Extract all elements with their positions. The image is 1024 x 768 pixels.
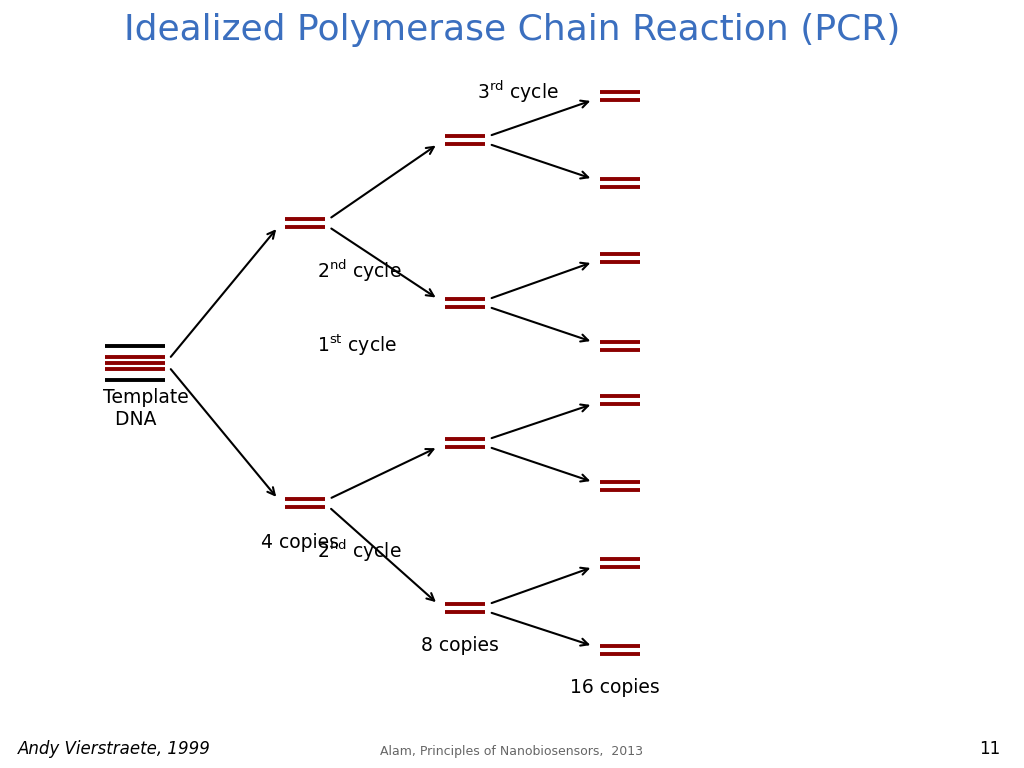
Text: $\mathsf{1^{st}}$ cycle: $\mathsf{1^{st}}$ cycle: [317, 333, 397, 358]
Text: 8 copies: 8 copies: [421, 636, 499, 655]
Text: Idealized Polymerase Chain Reaction (PCR): Idealized Polymerase Chain Reaction (PCR…: [124, 13, 900, 47]
Text: Andy Vierstraete, 1999: Andy Vierstraete, 1999: [18, 740, 211, 758]
Text: 4 copies: 4 copies: [261, 533, 339, 552]
Text: $\mathsf{2^{nd}}$ cycle: $\mathsf{2^{nd}}$ cycle: [317, 538, 401, 564]
Text: Alam, Principles of Nanobiosensors,  2013: Alam, Principles of Nanobiosensors, 2013: [381, 745, 643, 758]
Text: $\mathsf{3^{rd}}$ cycle: $\mathsf{3^{rd}}$ cycle: [477, 79, 559, 105]
Text: Template
  DNA: Template DNA: [103, 388, 188, 429]
Text: 16 copies: 16 copies: [570, 678, 659, 697]
Text: 11: 11: [979, 740, 1000, 758]
Text: $\mathsf{2^{nd}}$ cycle: $\mathsf{2^{nd}}$ cycle: [317, 258, 401, 284]
